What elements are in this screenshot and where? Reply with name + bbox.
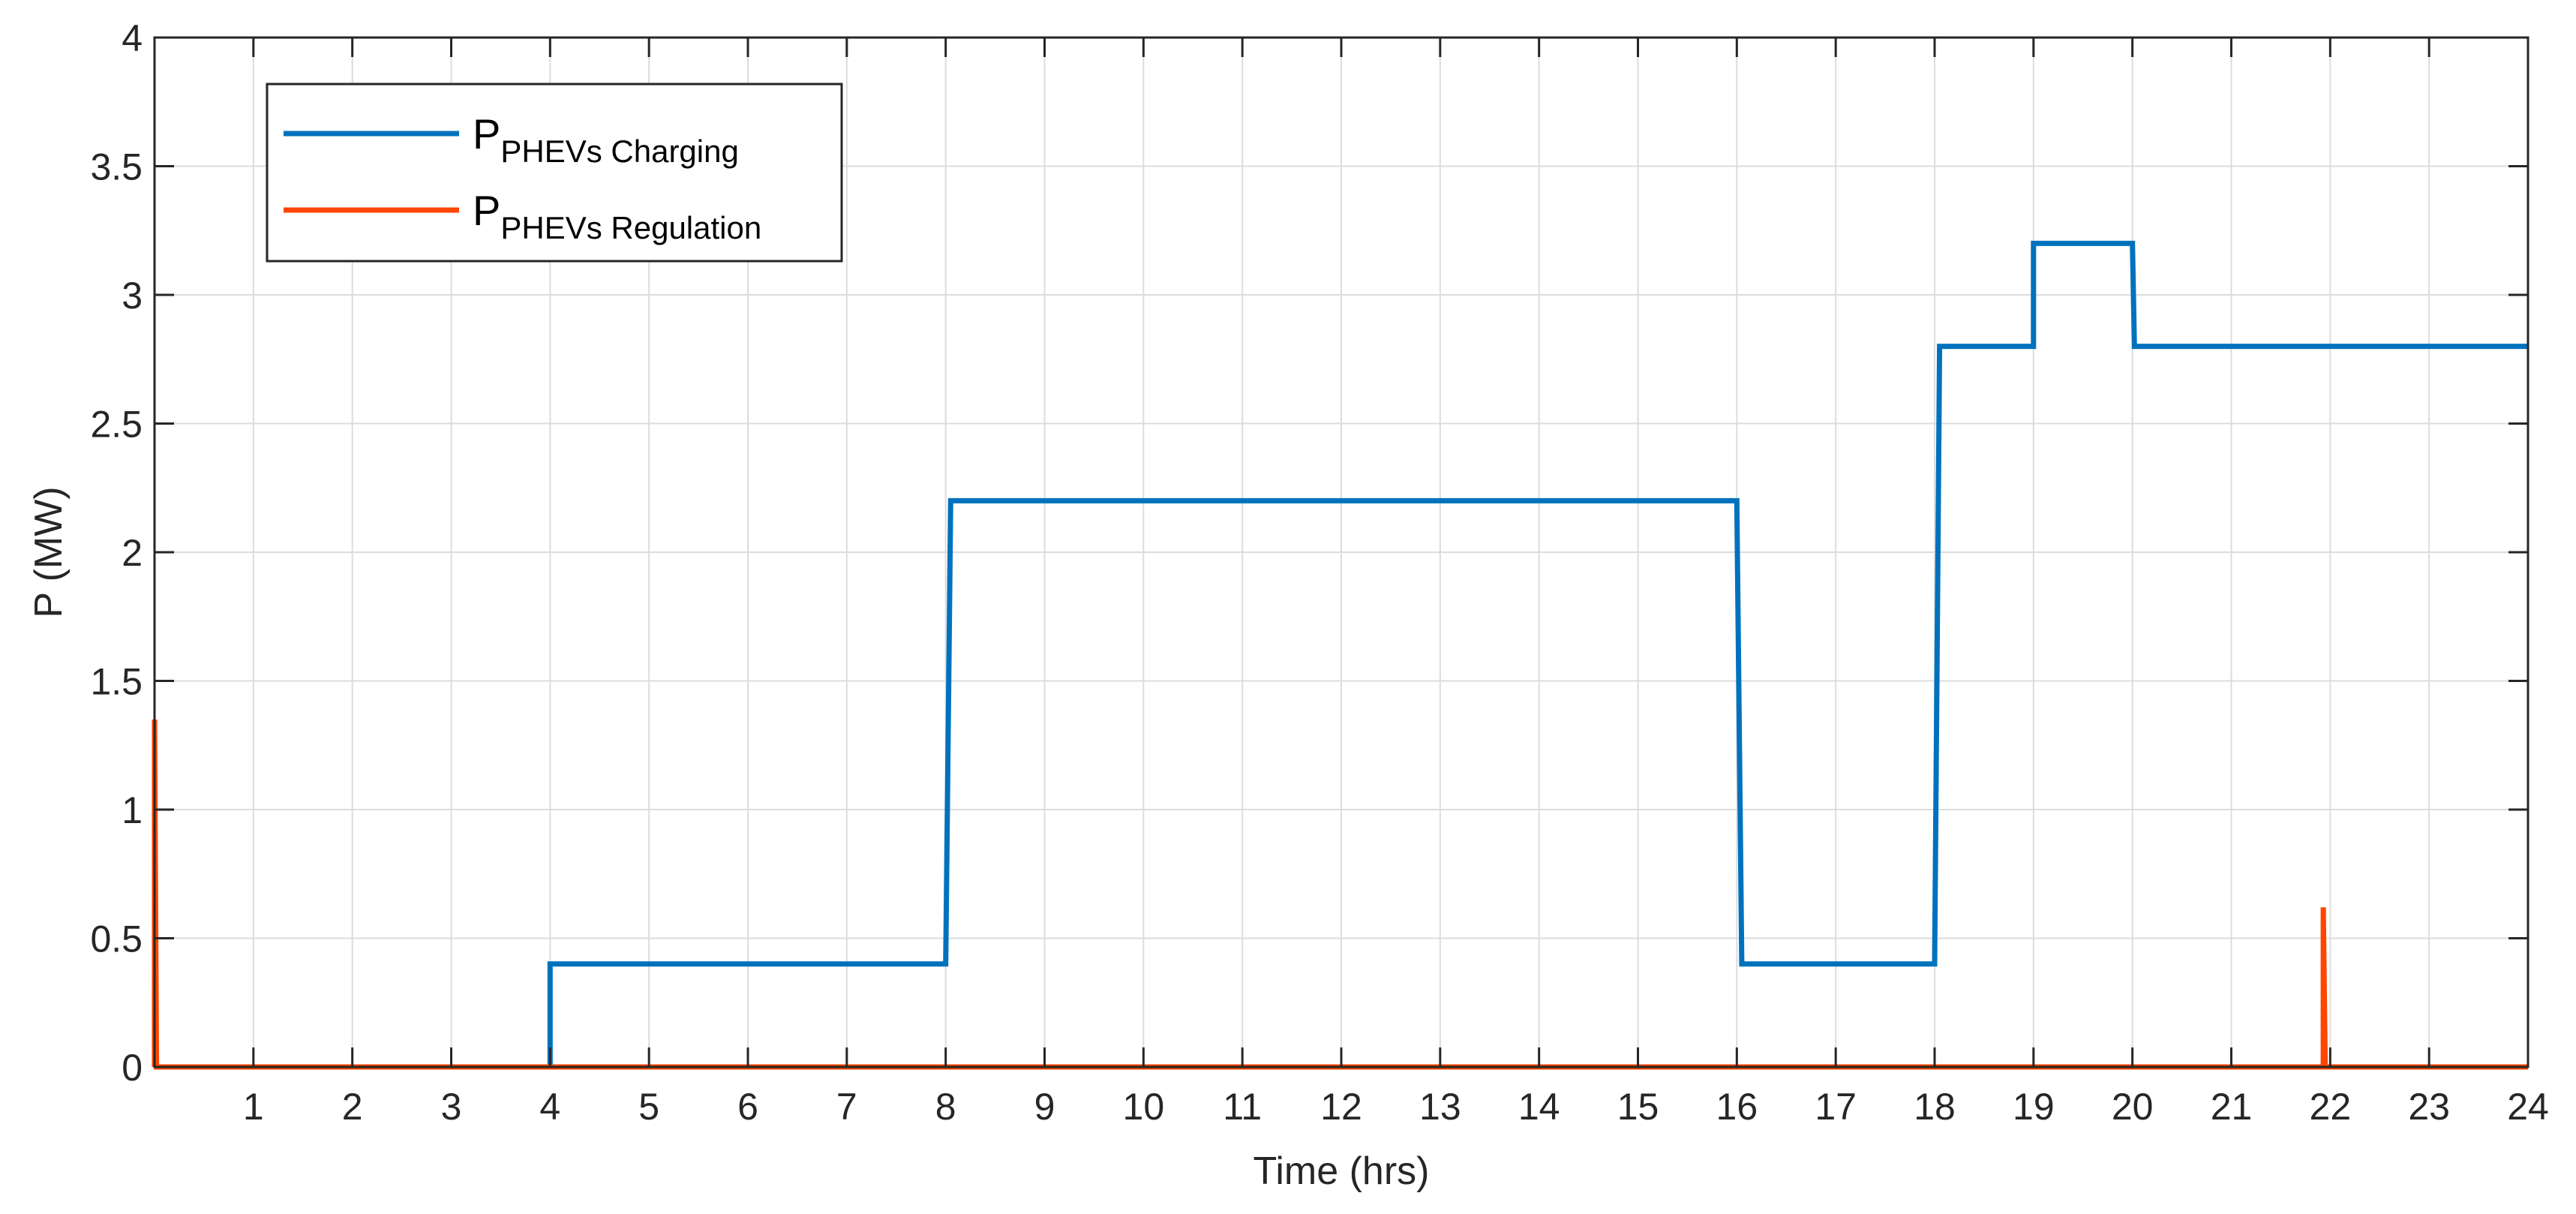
x-tick-label: 22 — [2310, 1086, 2352, 1128]
x-tick-label: 5 — [638, 1086, 659, 1128]
legend-label-charging: PPHEVs Charging — [473, 110, 739, 169]
x-tick-label: 2 — [342, 1086, 363, 1128]
y-tick-label: 3.5 — [90, 146, 143, 188]
y-tick-label: 2 — [122, 532, 143, 574]
legend-main-charging: P — [473, 110, 500, 158]
legend-box — [266, 83, 843, 263]
ticks — [155, 36, 2529, 1068]
x-tick-label: 12 — [1320, 1086, 1362, 1128]
x-tick-label: 8 — [935, 1086, 956, 1128]
y-tick-label: 0 — [122, 1047, 143, 1089]
legend: PPHEVs Charging PPHEVs Regulation — [266, 83, 843, 263]
x-tick-label: 19 — [2013, 1086, 2055, 1128]
x-tick-label: 4 — [539, 1086, 560, 1128]
y-axis-label: P (MW) — [27, 486, 71, 618]
x-tick-label: 10 — [1123, 1086, 1165, 1128]
x-tick-label: 3 — [441, 1086, 462, 1128]
x-tick-label: 24 — [2507, 1086, 2549, 1128]
legend-label-regulation: PPHEVs Regulation — [473, 187, 761, 245]
x-tick-label: 21 — [2211, 1086, 2253, 1128]
x-tick-label: 9 — [1034, 1086, 1055, 1128]
x-tick-label: 1 — [243, 1086, 264, 1128]
x-tick-label: 15 — [1617, 1086, 1659, 1128]
x-tick-label: 7 — [836, 1086, 857, 1128]
tick-labels: 1 2 3 4 5 6 7 8 9 10 11 12 13 14 15 16 17 18 19 20 21 22 23 240… — [90, 17, 2548, 1128]
y-tick-label: 3 — [122, 275, 143, 317]
x-tick-label: 23 — [2408, 1086, 2450, 1128]
x-tick-label: 16 — [1716, 1086, 1758, 1128]
x-tick-label: 13 — [1419, 1086, 1461, 1128]
x-tick-label: 20 — [2112, 1086, 2154, 1128]
legend-sub-regulation: PHEVs Regulation — [500, 210, 761, 245]
x-tick-label: 6 — [737, 1086, 758, 1128]
legend-sub-charging: PHEVs Charging — [500, 134, 738, 169]
legend-main-regulation: P — [473, 187, 500, 234]
y-tick-label: 1.5 — [90, 661, 143, 703]
x-tick-label: 11 — [1223, 1086, 1262, 1128]
x-axis-label: Time (hrs) — [1253, 1149, 1430, 1193]
series-line-charging — [155, 240, 2528, 1070]
y-tick-label: 4 — [122, 17, 143, 59]
x-tick-label: 18 — [1914, 1086, 1956, 1128]
x-tick-label: 17 — [1815, 1086, 1857, 1128]
y-tick-label: 2.5 — [90, 404, 143, 446]
x-tick-label: 14 — [1518, 1086, 1560, 1128]
y-tick-label: 1 — [122, 789, 143, 831]
y-tick-label: 0.5 — [90, 918, 143, 960]
